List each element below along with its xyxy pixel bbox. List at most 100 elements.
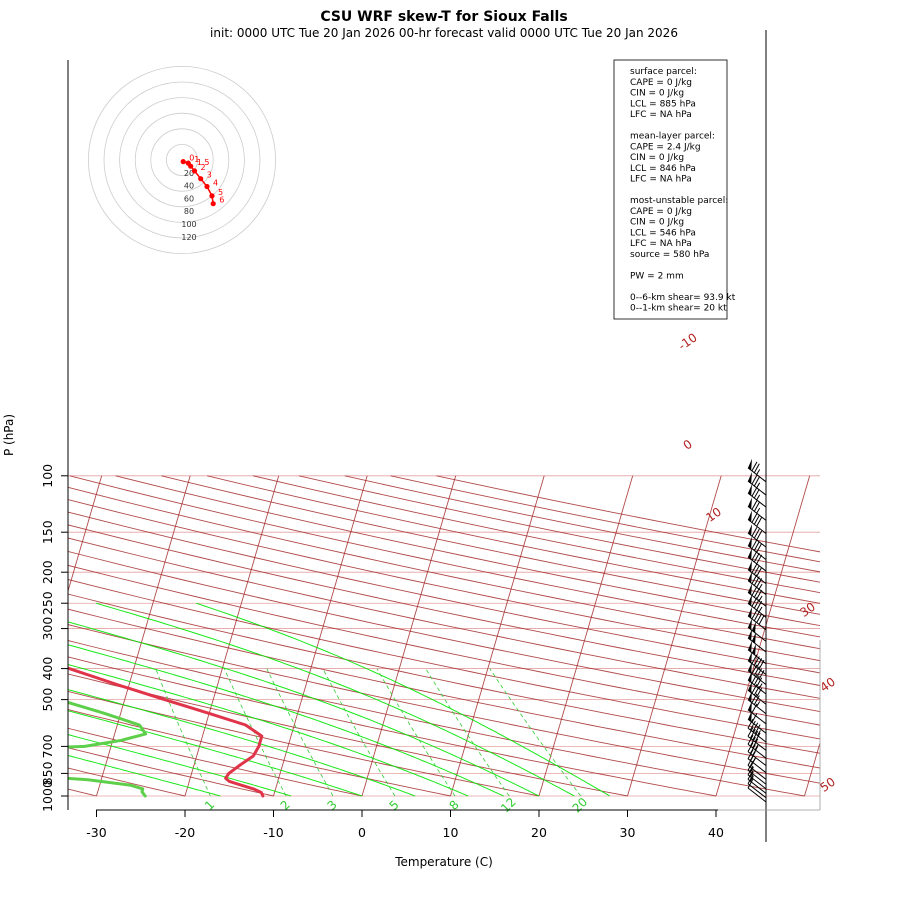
hodograph-point bbox=[191, 168, 198, 174]
wind-barb-flag bbox=[753, 528, 760, 539]
wind-barb bbox=[747, 778, 767, 803]
chart-subtitle: init: 0000 UTC Tue 20 Jan 2026 00-hr for… bbox=[210, 26, 678, 40]
wind-barb bbox=[747, 710, 767, 734]
wind-barb-flag bbox=[756, 687, 763, 698]
info-box-line: most-unstable parcel: bbox=[630, 196, 728, 206]
wind-barb-flag bbox=[751, 673, 758, 684]
isotherm-label: 0 bbox=[681, 437, 695, 453]
isotherm-line bbox=[538, 475, 634, 797]
isotherm-line bbox=[627, 475, 722, 797]
moist-adiabat-line bbox=[68, 689, 416, 797]
info-box-line: LFC = NA hPa bbox=[630, 239, 692, 249]
wind-barb-flag bbox=[751, 563, 758, 573]
wind-barb bbox=[747, 756, 767, 780]
y-tick-label: 200 bbox=[40, 560, 55, 584]
x-axis-title: Temperature (C) bbox=[394, 855, 493, 869]
wind-barb-pennant bbox=[751, 632, 756, 644]
wind-barb-flag bbox=[751, 597, 758, 607]
wind-barb-flag bbox=[751, 703, 758, 714]
info-box-line: CAPE = 0 J/kg bbox=[630, 207, 692, 217]
isotherm-line bbox=[361, 475, 457, 797]
sounding-profiles bbox=[68, 666, 265, 798]
wind-barb bbox=[747, 774, 767, 799]
wind-barb-half-flag bbox=[758, 683, 763, 689]
chart-title: CSU WRF skew-T for Sioux Falls bbox=[320, 9, 567, 25]
wind-barb-staff bbox=[747, 467, 767, 483]
dry-adiabat-line bbox=[69, 475, 820, 638]
info-box-line: CAPE = 0 J/kg bbox=[630, 78, 692, 88]
wind-barb-pennant bbox=[748, 524, 752, 536]
hodograph-point bbox=[188, 163, 194, 169]
x-tick-label: 30 bbox=[620, 825, 636, 840]
wind-barb bbox=[747, 571, 767, 595]
wind-barb-staff bbox=[747, 774, 767, 790]
wind-barb-flag bbox=[756, 567, 763, 577]
wind-barb bbox=[747, 548, 767, 572]
wind-barb-flag bbox=[747, 770, 754, 780]
dry-adiabat-line bbox=[68, 727, 363, 797]
wind-barb bbox=[747, 594, 767, 618]
info-box-line: mean-layer parcel: bbox=[630, 132, 715, 142]
hodograph-ring bbox=[88, 66, 276, 254]
wind-barb-flag bbox=[752, 738, 759, 749]
wind-barb-flag bbox=[756, 677, 763, 688]
wind-barb-staff bbox=[747, 699, 767, 715]
wind-barb-flag bbox=[751, 539, 758, 549]
wind-barb-pennant bbox=[748, 640, 752, 653]
wind-barb-staff bbox=[747, 615, 767, 631]
wind-barb-half-flag bbox=[758, 606, 763, 613]
wind-barb-pennant bbox=[748, 458, 752, 471]
isotherm-line bbox=[0, 476, 13, 796]
wind-barb bbox=[747, 583, 767, 607]
dry-adiabat-line bbox=[68, 656, 717, 797]
wind-barb-flag bbox=[752, 722, 759, 733]
moist-adiabat-line bbox=[68, 710, 363, 797]
wind-barb-flag bbox=[751, 461, 758, 472]
wind-barb-half-flag bbox=[756, 494, 761, 501]
info-box-line: LCL = 846 hPa bbox=[630, 164, 696, 174]
info-box-line: LFC = NA hPa bbox=[630, 175, 692, 185]
hodograph-ring bbox=[119, 97, 245, 223]
dry-adiabat-line bbox=[68, 593, 820, 754]
y-tick-label: 700 bbox=[40, 734, 55, 758]
info-box-line: CIN = 0 J/kg bbox=[630, 89, 684, 99]
y-axis-title: P (hPa) bbox=[2, 414, 16, 456]
wind-barb-flag bbox=[753, 463, 760, 473]
wind-barb-flag bbox=[753, 576, 760, 586]
background-lines bbox=[0, 475, 820, 797]
info-box-line: surface parcel: bbox=[630, 67, 697, 77]
wind-barb-staff bbox=[747, 769, 767, 785]
wind-barb-flag bbox=[751, 500, 758, 510]
chart-axes: 1 2 3 5 8 12 20-100103040501001502002503004005… bbox=[40, 30, 838, 842]
wind-barb-flag bbox=[756, 578, 763, 588]
hodograph-point-label: 1.5 bbox=[197, 158, 210, 167]
info-box-line: 0--6-km shear= 93.9 kt bbox=[630, 293, 736, 303]
hodograph-ring-label: 40 bbox=[184, 182, 194, 191]
hodograph-ring-label: 120 bbox=[181, 233, 196, 242]
wind-barb-pennant bbox=[748, 594, 752, 606]
dry-adiabat-line bbox=[68, 537, 820, 699]
wind-barb-pennant bbox=[748, 583, 752, 595]
wind-barb-flag bbox=[753, 515, 760, 525]
wind-barb bbox=[747, 618, 767, 642]
wind-barb bbox=[747, 560, 767, 585]
isotherm-label: -10 bbox=[676, 330, 700, 353]
hodograph-point-label: 0 bbox=[189, 154, 194, 163]
moist-adiabat-line bbox=[68, 734, 292, 797]
wind-barb-staff bbox=[747, 492, 767, 508]
wind-barb-pennant bbox=[748, 536, 752, 549]
wind-barb-flag bbox=[753, 598, 760, 609]
wind-barb-staff bbox=[747, 787, 767, 803]
wind-barb bbox=[747, 458, 767, 483]
dry-adiabat-line bbox=[68, 747, 274, 797]
dry-adiabat-line bbox=[68, 767, 186, 797]
y-tick-label: 300 bbox=[40, 617, 55, 641]
wind-barb-flag bbox=[747, 778, 754, 789]
wind-barb bbox=[747, 765, 767, 790]
wind-barb-flag bbox=[753, 666, 760, 676]
wind-barb-flag bbox=[758, 615, 765, 625]
hodograph-ring-label: 60 bbox=[184, 194, 194, 203]
isotherm-line bbox=[450, 475, 545, 797]
